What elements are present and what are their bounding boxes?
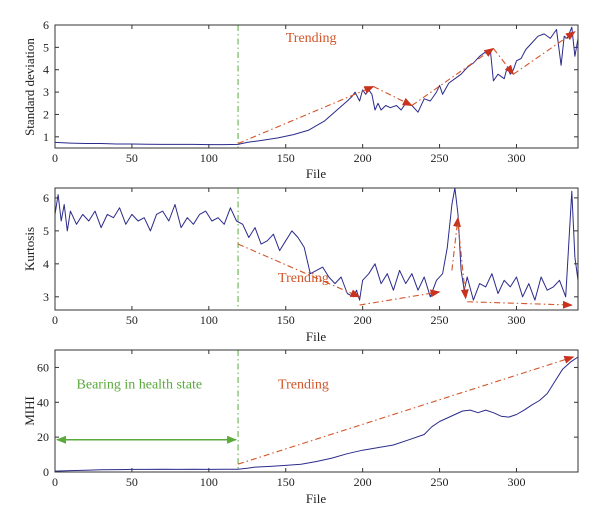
trend-arrow [411,47,495,106]
trend-arrow [237,355,575,465]
trend-arrow [513,31,576,75]
x-tick-label: 50 [126,475,138,489]
x-tick-label: 0 [52,151,58,165]
x-tick-label: 100 [200,313,218,327]
y-tick-label: 5 [43,224,49,238]
x-tick-label: 100 [200,475,218,489]
x-tick-label: 300 [507,151,525,165]
y-tick-label: 4 [43,257,49,271]
y-tick-label: 0 [43,465,49,479]
plot-frame [54,349,579,473]
trend-arrow [237,243,361,298]
annotation-trending: Trending [278,377,329,392]
series-line [54,187,579,301]
series-line [54,356,579,472]
x-tick-label: 250 [431,151,449,165]
x-tick-label: 200 [354,475,372,489]
panel-standard-deviation: File Standard deviation Trending 0 50 100 1… [22,18,579,181]
y-tick-label: 40 [37,395,49,409]
y-tick-label: 1 [43,130,49,144]
x-tick-label: 300 [507,313,525,327]
y-tick-label: 2 [43,107,49,121]
trend-arrow [359,289,441,306]
x-tick-label: 0 [52,313,58,327]
y-tick-label: 3 [43,85,49,99]
x-tick-label: 50 [126,151,138,165]
x-tick-label: 150 [277,475,295,489]
trend-arrow [451,216,461,271]
plot-frame [54,24,579,149]
x-tick-label: 200 [354,151,372,165]
x-axis-label: File [306,491,326,506]
x-tick-label: 0 [52,475,58,489]
series-line [54,26,579,146]
x-tick-label: 50 [126,313,138,327]
y-tick-label: 4 [43,63,49,77]
trend-arrow [237,85,375,145]
x-tick-label: 150 [277,313,295,327]
trend-arrow [373,86,413,107]
y-axis-label: MIHI [22,396,37,426]
y-tick-label: 6 [43,191,49,205]
x-tick-label: 200 [354,313,372,327]
trend-arrow [467,300,573,309]
y-tick-label: 6 [43,18,49,32]
annotation-trending: Trending [286,31,337,46]
plot-frame [54,187,579,311]
y-tick-label: 20 [37,430,49,444]
panel-kurtosis: File Kurtosis Trending 0 50 100 150 200 250 30… [22,187,579,344]
x-tick-label: 250 [431,475,449,489]
y-tick-label: 60 [37,360,49,374]
x-axis-label: File [306,166,326,181]
panel-mihi: File MIHI Bearing in health state Trendi… [22,349,579,506]
y-axis-label: Standard deviation [22,38,37,136]
trend-arrow [457,224,469,300]
y-tick-label: 3 [43,290,49,304]
x-tick-label: 100 [200,151,218,165]
annotation-trending: Trending [278,271,329,286]
x-tick-label: 250 [431,313,449,327]
annotation-health-state: Bearing in health state [77,377,203,392]
y-axis-label: Kurtosis [22,227,37,271]
trend-arrow [492,48,515,75]
y-tick-label: 5 [43,40,49,54]
x-tick-label: 300 [507,475,525,489]
x-axis-label: File [306,329,326,344]
x-tick-label: 150 [277,151,295,165]
